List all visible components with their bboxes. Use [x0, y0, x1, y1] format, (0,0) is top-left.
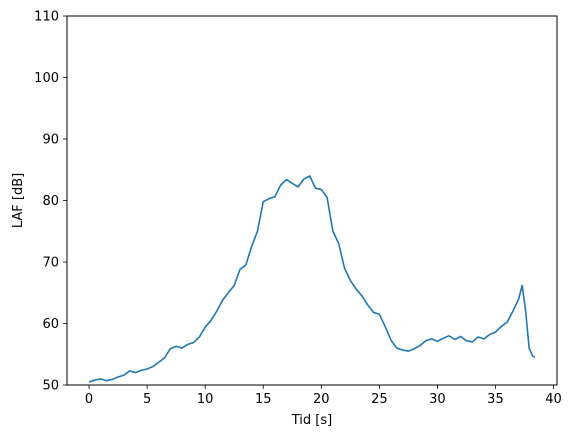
y-tick-label: 80 [42, 194, 59, 209]
y-tick-label: 110 [34, 10, 59, 25]
x-tick-label: 30 [429, 392, 446, 407]
plot-frame [66, 15, 558, 386]
x-tick-label: 40 [545, 392, 562, 407]
y-axis: 50 60 70 80 90 100 110 [34, 10, 67, 394]
x-tick-label: 10 [197, 392, 214, 407]
x-tick-label: 25 [371, 392, 388, 407]
x-tick-label: 20 [313, 392, 330, 407]
y-axis-label: LAF [dB] [11, 173, 26, 228]
y-tick-label: 50 [42, 379, 59, 394]
data-layer [88, 175, 536, 383]
x-tick-label: 0 [85, 392, 93, 407]
y-tick-label: 60 [42, 317, 59, 332]
x-tick-label: 35 [487, 392, 504, 407]
y-tick-label: 90 [42, 133, 59, 148]
x-tick-label: 15 [255, 392, 272, 407]
y-tick-label: 100 [34, 71, 59, 86]
x-axis: 0 5 10 15 20 25 30 35 40 [85, 385, 562, 407]
x-tick-label: 5 [143, 392, 151, 407]
series-line-0 [88, 175, 536, 383]
x-axis-label: Tid [s] [291, 413, 332, 428]
y-tick-label: 70 [42, 256, 59, 271]
